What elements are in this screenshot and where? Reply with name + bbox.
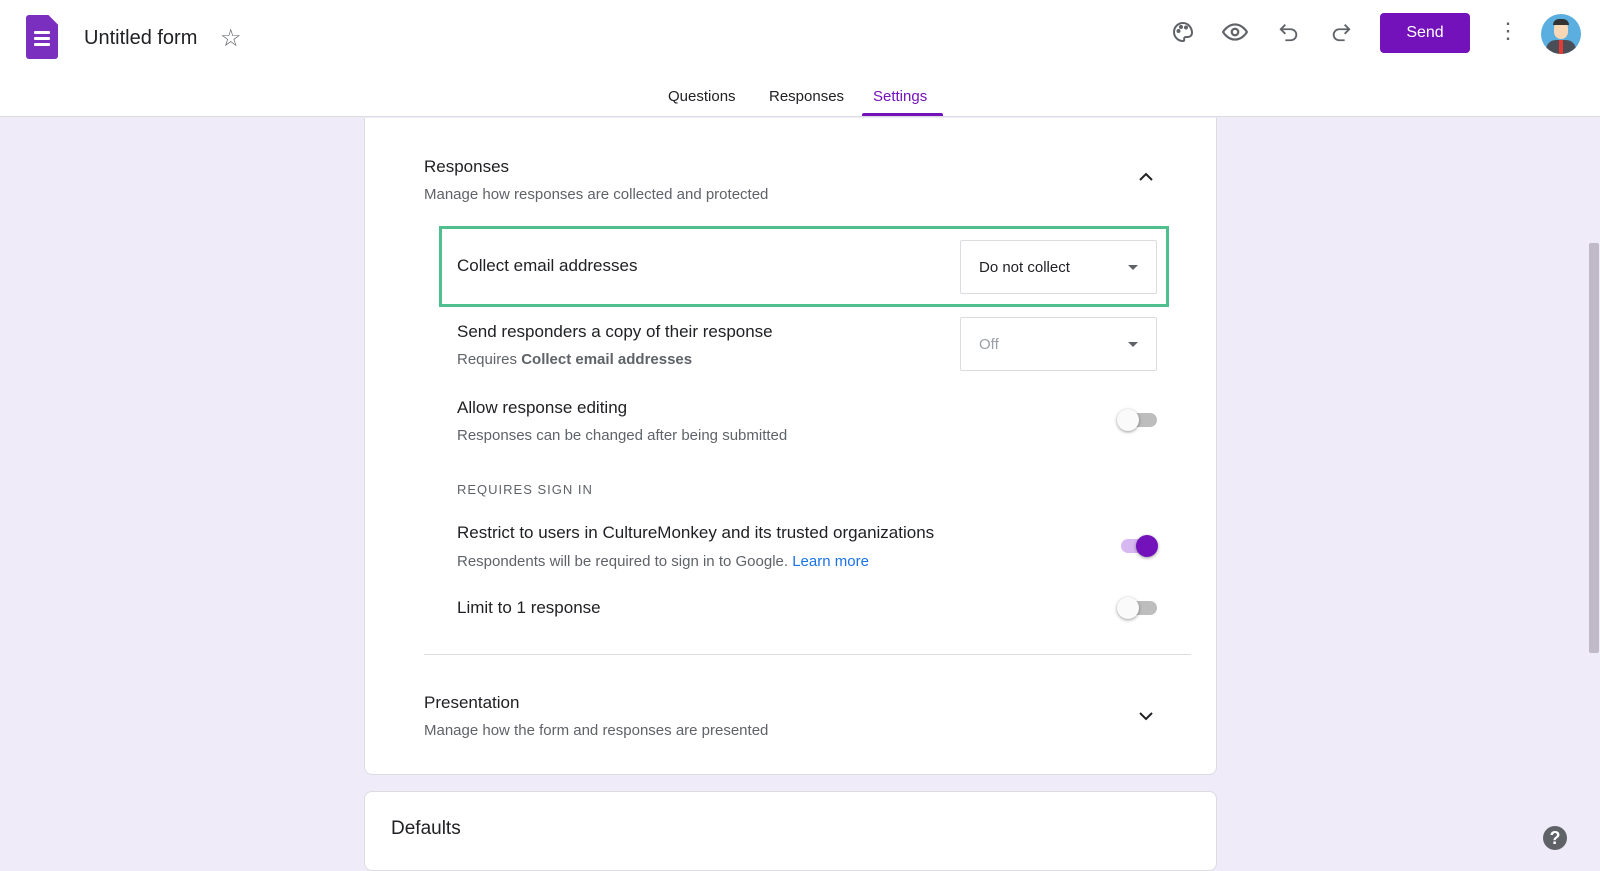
forms-logo-icon[interactable] — [26, 15, 58, 59]
responses-section-subtitle: Manage how responses are collected and p… — [424, 186, 769, 203]
restrict-toggle[interactable] — [1117, 535, 1158, 557]
star-icon[interactable]: ☆ — [220, 25, 242, 52]
allow-edit-sub: Responses can be changed after being sub… — [457, 427, 788, 444]
divider — [424, 654, 1191, 655]
restrict-sub: Respondents will be required to sign in … — [457, 553, 869, 570]
limit-toggle[interactable] — [1117, 597, 1158, 619]
caret-down-icon — [1128, 264, 1138, 270]
presentation-title: Presentation — [424, 693, 520, 712]
restrict-label: Restrict to users in CultureMonkey and i… — [457, 523, 935, 542]
tab-questions[interactable]: Questions — [668, 88, 736, 105]
collect-email-dropdown[interactable]: Do not collect — [960, 240, 1157, 294]
limit-label: Limit to 1 response — [457, 598, 601, 617]
send-copy-sub: Requires Collect email addresses — [457, 351, 692, 368]
chevron-up-icon[interactable] — [1138, 170, 1154, 188]
tab-settings[interactable]: Settings — [873, 88, 928, 105]
sub-prefix: Requires — [457, 351, 522, 368]
send-button[interactable]: Send — [1380, 13, 1470, 53]
eye-icon[interactable] — [1221, 18, 1249, 46]
send-copy-dropdown[interactable]: Off — [960, 317, 1157, 371]
restrict-sub-text: Respondents will be required to sign in … — [457, 553, 793, 570]
palette-icon[interactable] — [1169, 18, 1197, 46]
sub-bold: Collect email addresses — [521, 351, 693, 368]
allow-edit-toggle[interactable] — [1117, 409, 1158, 431]
form-title[interactable]: Untitled form — [84, 27, 198, 49]
tab-responses[interactable]: Responses — [769, 88, 845, 105]
send-copy-label: Send responders a copy of their response — [457, 322, 773, 341]
responses-settings-card — [364, 118, 1217, 775]
collect-email-label: Collect email addresses — [457, 256, 638, 275]
presentation-subtitle: Manage how the form and responses are pr… — [424, 722, 769, 739]
active-tab-indicator — [862, 113, 943, 116]
responses-section-title: Responses — [424, 157, 510, 176]
chevron-down-icon[interactable] — [1138, 709, 1154, 727]
defaults-title: Defaults — [391, 818, 461, 839]
dropdown-value: Off — [979, 335, 999, 353]
learn-more-link[interactable]: Learn more — [792, 553, 869, 570]
help-icon[interactable]: ? — [1543, 826, 1567, 850]
more-vert-icon[interactable]: ⋮ — [1497, 18, 1519, 43]
highlight-box — [439, 226, 1169, 307]
requires-sign-in-heading: REQUIRES SIGN IN — [457, 482, 593, 497]
top-bar: Untitled form ☆ Send ⋮ Questions Respons… — [0, 0, 1600, 117]
caret-down-icon — [1128, 341, 1138, 347]
defaults-card — [364, 791, 1217, 871]
dropdown-value: Do not collect — [979, 258, 1070, 276]
allow-edit-label: Allow response editing — [457, 398, 628, 417]
avatar[interactable] — [1541, 14, 1581, 54]
undo-icon[interactable] — [1275, 18, 1303, 46]
redo-icon[interactable] — [1327, 18, 1355, 46]
scrollbar[interactable] — [1589, 243, 1599, 653]
